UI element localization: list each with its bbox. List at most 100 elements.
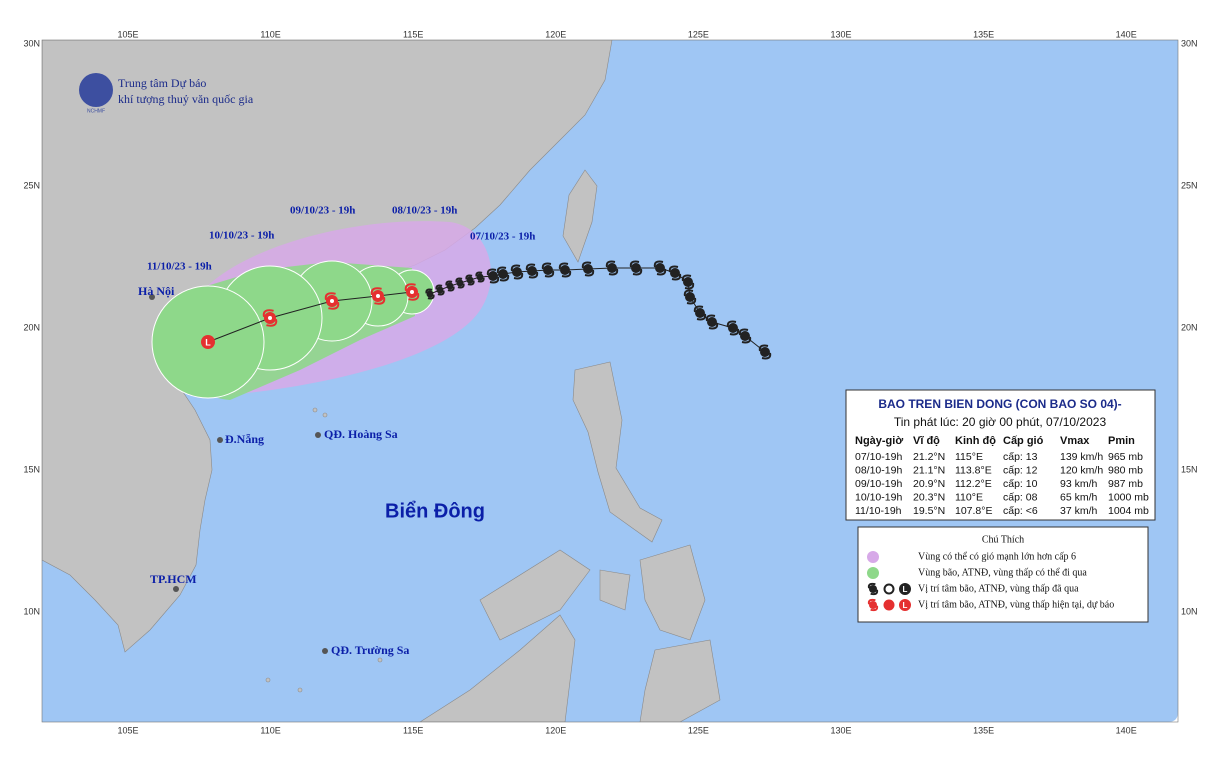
- places: Hà Nội Đ.Nẵng QĐ. Hoàng Sa TP.HCM QĐ. Tr…: [138, 284, 485, 657]
- storm-icon-eye: [268, 316, 272, 320]
- org-name: Trung tâm Dự báo: [118, 76, 206, 90]
- table-cell: 21.1°N: [913, 464, 945, 476]
- lon-label: 120E: [545, 29, 566, 39]
- table-cell: 113.8°E: [955, 464, 992, 476]
- storm-icon-eye: [410, 290, 414, 294]
- table-cell: 115°E: [955, 451, 983, 463]
- storm-icon: [456, 279, 464, 287]
- storm-icon-arm: [262, 309, 278, 327]
- table-cell: 10/10-19h: [855, 491, 902, 503]
- storm-icon-arm: [726, 320, 740, 336]
- lon-label: 125E: [688, 29, 709, 39]
- org-name: khí tượng thuỷ văn quốc gia: [118, 92, 254, 106]
- lat-label: 10N: [23, 606, 40, 616]
- storm-icon: [466, 276, 474, 284]
- storm-icon: [436, 286, 444, 294]
- storm-icon: [670, 268, 680, 278]
- storm-icon-arm: [705, 314, 719, 330]
- table-cell: 1004 mb: [1108, 505, 1149, 517]
- storm-icon-arm: [486, 268, 500, 284]
- legend-swatch: [867, 567, 879, 579]
- forecast-label: 09/10/23 - 19h: [290, 205, 355, 217]
- storm-icon: [683, 277, 693, 287]
- table-cell: 1000 mb: [1108, 491, 1149, 503]
- storm-icon-arm: [370, 287, 386, 305]
- lon-label: 140E: [1116, 725, 1137, 735]
- storm-icon-arm: [465, 274, 475, 286]
- legend-title: Chú Thích: [982, 534, 1024, 545]
- logo: NCHMF Trung tâm Dự báo khí tượng thuỷ vă…: [79, 73, 254, 114]
- islands: [265, 407, 383, 693]
- storm-icon-arm: [425, 288, 435, 300]
- storm-icon-arm: [581, 261, 595, 277]
- legend-items: Vùng có thể có gió mạnh lớn hơn cấp 6 Vùn…: [867, 551, 1114, 612]
- sea-label: Biển Đông: [385, 500, 485, 522]
- table-cell: 987 mb: [1108, 478, 1143, 490]
- table-cell: cấp: 08: [1003, 491, 1038, 503]
- table-cell: 120 km/h: [1060, 464, 1103, 476]
- storm-icon: [695, 308, 705, 318]
- storm-icon-arm: [738, 328, 752, 344]
- storm-icon-arm: [683, 289, 697, 305]
- lat-label: 10N: [1181, 606, 1198, 616]
- column-header: Cấp gió: [1003, 435, 1044, 447]
- legend-icon: [899, 583, 911, 595]
- storm-icon: [740, 331, 750, 341]
- lon-label: 110E: [260, 725, 280, 735]
- table-cell: cấp: <6: [1003, 505, 1038, 517]
- lon-label: 105E: [117, 725, 138, 735]
- lat-label: 25N: [1181, 180, 1198, 190]
- place-label: QĐ. Hoàng Sa: [324, 427, 398, 441]
- storm-icon-arm: [681, 274, 695, 290]
- table-cell: 980 mb: [1108, 464, 1143, 476]
- storm-icon-arm: [510, 264, 524, 280]
- table-cell: 93 km/h: [1060, 478, 1098, 490]
- storm-icon: [527, 266, 537, 276]
- city-dot: [217, 437, 223, 443]
- table-cell: 107.8°E: [955, 505, 992, 517]
- storm-icon-arm: [693, 305, 707, 321]
- lon-label: 115E: [403, 29, 423, 39]
- table-cell: 65 km/h: [1060, 491, 1098, 503]
- storm-icon-arm: [758, 344, 772, 360]
- forecast-labels: 07/10/23 - 19h 08/10/23 - 19h 09/10/23 -…: [147, 205, 535, 273]
- city-dot: [322, 648, 328, 654]
- city-dot: [149, 294, 155, 300]
- table-cell: cấp: 13: [1003, 451, 1038, 463]
- place-label: QĐ. Trường Sa: [331, 643, 409, 657]
- storm-icon-eye: [376, 294, 380, 298]
- city-dot: [173, 586, 179, 592]
- storm-icon-arm: [867, 598, 879, 612]
- storm-icon-arm: [455, 277, 465, 289]
- lat-label: 15N: [23, 464, 40, 474]
- table-subtitle: Tin phát lúc: 20 giờ 00 phút, 07/10/2023: [894, 415, 1107, 429]
- table-cell: 37 km/h: [1060, 505, 1098, 517]
- lon-label: 120E: [545, 725, 566, 735]
- info-table: BAO TREN BIEN DONG (CON BAO SO 04)- Tin …: [845, 389, 1156, 521]
- lon-label: 105E: [117, 29, 138, 39]
- storm-icon-arm: [867, 582, 879, 596]
- lat-label: 25N: [23, 180, 40, 190]
- storm-icon: [560, 265, 570, 275]
- lon-label: 130E: [830, 29, 851, 39]
- table-cell: 20.9°N: [913, 478, 945, 490]
- table-cell: 09/10-19h: [855, 478, 902, 490]
- storm-icon: [607, 263, 617, 273]
- table-cell: 139 km/h: [1060, 451, 1103, 463]
- storm-icon: [760, 347, 770, 357]
- storm-icon: [543, 265, 553, 275]
- lat-label: 30N: [23, 38, 40, 48]
- storm-icon-arm: [653, 260, 667, 276]
- lon-label: 115E: [403, 725, 423, 735]
- forecast-label: 11/10/23 - 19h: [147, 261, 212, 273]
- storm-icon: [426, 290, 434, 298]
- storm-track: L: [201, 260, 772, 360]
- legend-label: Vị trí tâm bão, ATNĐ, vùng thấp đã qua: [918, 583, 1079, 594]
- storm-icon: [631, 263, 641, 273]
- storm-icon: [655, 263, 665, 273]
- storm-icon-arm: [324, 292, 340, 310]
- city-dot: [315, 432, 321, 438]
- forecast-label: 10/10/23 - 19h: [209, 230, 274, 242]
- low-symbol: L: [903, 585, 908, 594]
